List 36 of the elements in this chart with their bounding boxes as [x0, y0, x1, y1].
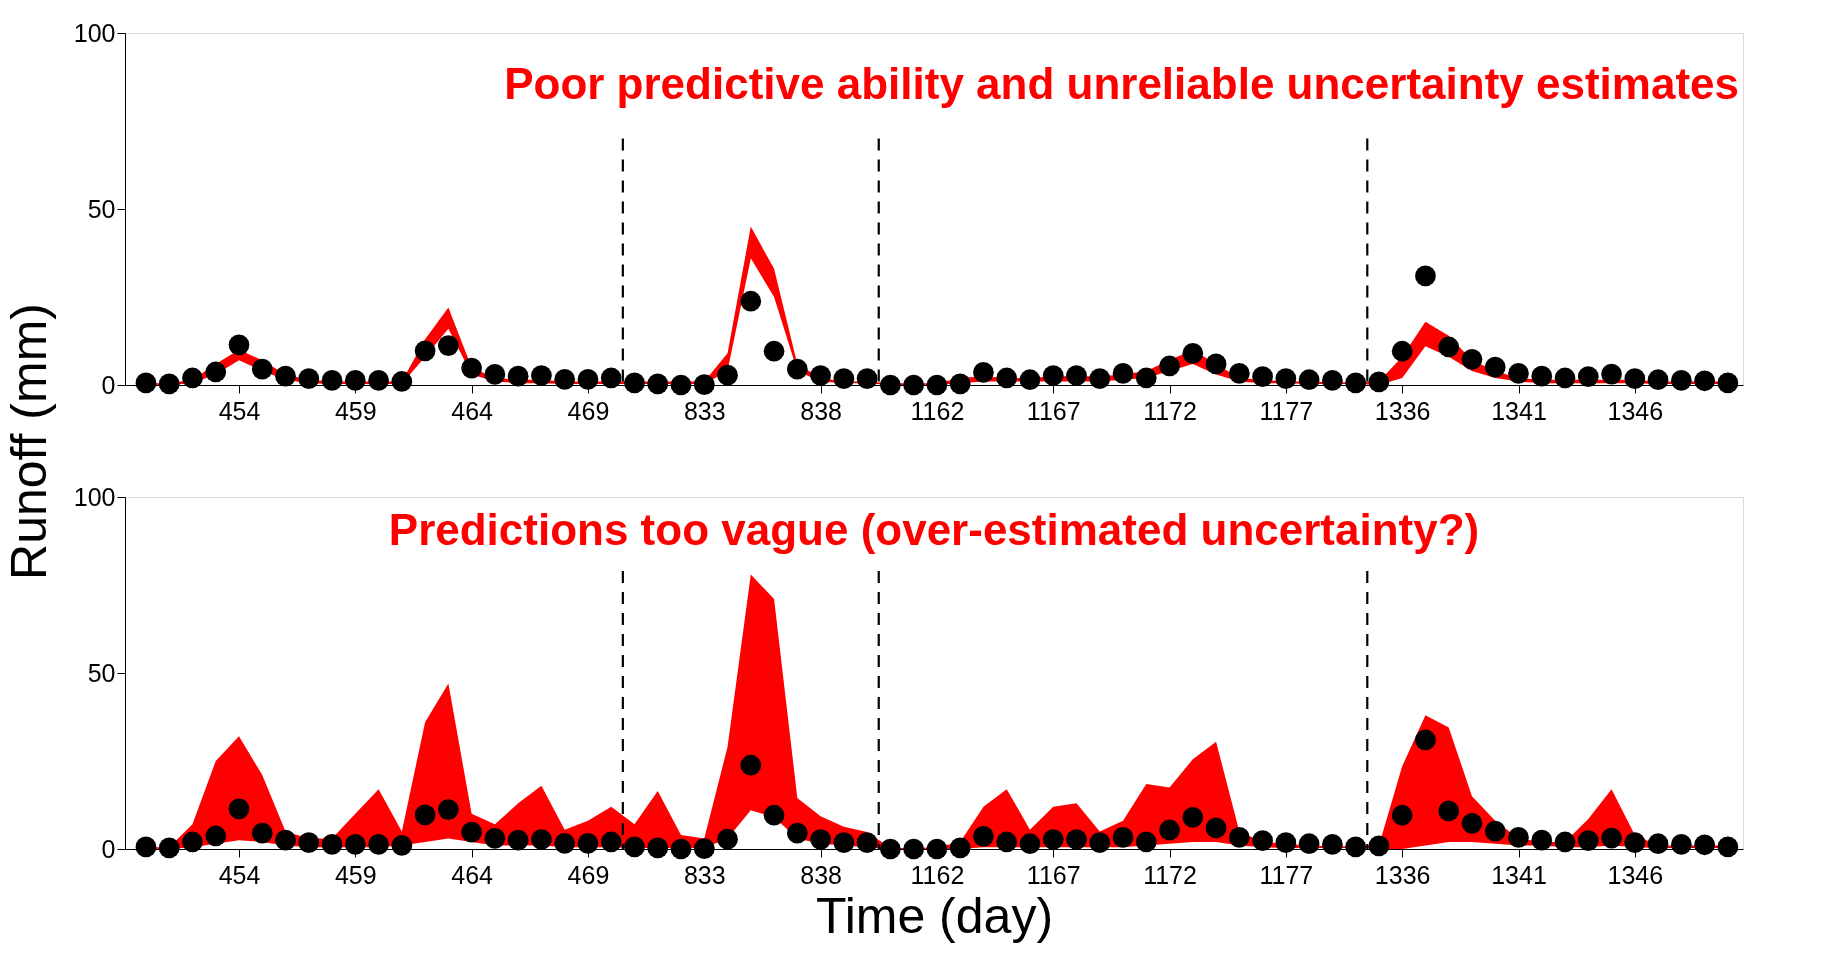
y-tick-label: 50	[87, 658, 116, 687]
x-tick-label: 459	[334, 860, 377, 889]
x-tick-label: 1341	[1491, 860, 1547, 889]
x-tick-label: 1172	[1143, 396, 1197, 425]
x-tick-label: 1336	[1374, 396, 1431, 425]
annotation: Predictions too vague (over-estimated uncertainty?)	[388, 505, 1480, 555]
x-tick-label: 833	[683, 396, 726, 425]
y-tick-label: 50	[87, 194, 116, 223]
x-tick-label: 464	[451, 860, 494, 889]
y-tick-label: 100	[73, 18, 116, 47]
x-tick-label: 1346	[1607, 860, 1664, 889]
x-tick-label: 469	[567, 860, 610, 889]
x-tick-label: 464	[451, 396, 494, 425]
x-tick-label: 833	[683, 860, 726, 889]
x-tick-label: 459	[334, 396, 377, 425]
x-tick-label: 1346	[1607, 396, 1664, 425]
annotation: Poor predictive ability and unreliable uncertainty estimates	[504, 58, 1739, 108]
x-tick-label: 469	[567, 396, 610, 425]
x-tick-label: 1162	[910, 396, 965, 425]
x-tick-label: 1177	[1259, 396, 1314, 425]
x-tick-label: 1162	[910, 860, 965, 889]
x-tick-label: 1167	[1026, 396, 1081, 425]
x-tick-label: 454	[218, 396, 261, 425]
x-tick-label: 1172	[1143, 860, 1197, 889]
x-axis-title: Time (day)	[815, 887, 1054, 944]
x-tick-label: 1336	[1374, 860, 1431, 889]
x-tick-label: 454	[218, 860, 261, 889]
x-tick-label: 1177	[1259, 860, 1314, 889]
x-tick-label: 1167	[1026, 860, 1081, 889]
x-tick-label: 838	[800, 396, 842, 425]
x-tick-label: 1341	[1491, 396, 1547, 425]
x-tick-label: 838	[800, 860, 842, 889]
y-axis-title: Runoff (mm)	[0, 303, 57, 580]
y-tick-label: 100	[73, 482, 116, 511]
y-tick-label: 0	[101, 834, 116, 863]
y-tick-label: 0	[101, 370, 116, 399]
